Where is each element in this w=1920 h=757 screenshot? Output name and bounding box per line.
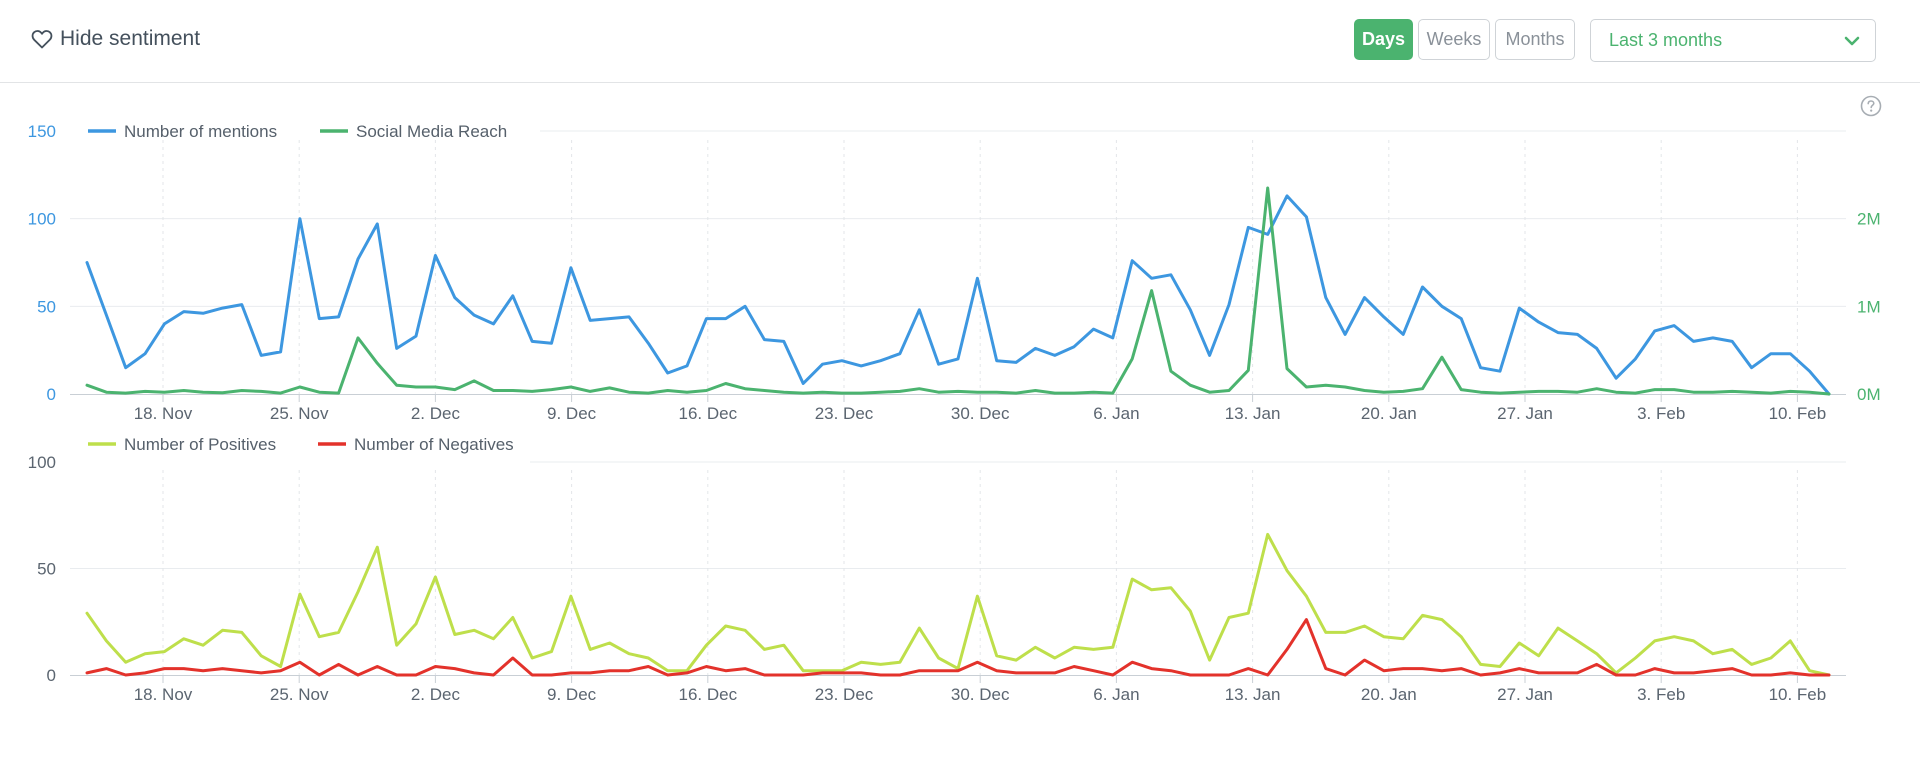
- legend-label: Number of Positives: [124, 435, 276, 454]
- legend-label: Social Media Reach: [356, 122, 507, 141]
- y-left-tick-label: 0: [47, 385, 56, 404]
- y-left-tick-label: 100: [28, 210, 56, 229]
- x-tick-label: 2. Dec: [411, 685, 461, 704]
- date-range-value: Last 3 months: [1609, 30, 1723, 50]
- y-left-tick-label: 0: [47, 666, 56, 685]
- x-tick-label: 10. Feb: [1769, 404, 1827, 423]
- x-tick-label: 25. Nov: [270, 685, 329, 704]
- x-tick-label: 6. Jan: [1093, 685, 1139, 704]
- x-tick-label: 16. Dec: [679, 685, 738, 704]
- help-icon[interactable]: [1860, 95, 1882, 117]
- x-tick-label: 10. Feb: [1769, 685, 1827, 704]
- x-tick-label: 23. Dec: [815, 685, 874, 704]
- period-weeks-button[interactable]: Weeks: [1418, 19, 1490, 60]
- x-tick-label: 25. Nov: [270, 404, 329, 423]
- x-tick-label: 20. Jan: [1361, 404, 1417, 423]
- x-tick-label: 23. Dec: [815, 404, 874, 423]
- x-tick-label: 13. Jan: [1225, 685, 1281, 704]
- hide-sentiment-label: Hide sentiment: [60, 27, 201, 50]
- series-line-reach: [85, 186, 1831, 396]
- period-days-button[interactable]: Days: [1354, 19, 1413, 60]
- hide-sentiment-toggle[interactable]: Hide sentiment: [30, 24, 200, 54]
- y-left-tick-label: 50: [37, 560, 56, 579]
- x-tick-label: 27. Jan: [1497, 404, 1553, 423]
- legend-label: Number of Negatives: [354, 435, 514, 454]
- x-tick-label: 13. Jan: [1225, 404, 1281, 423]
- x-tick-label: 18. Nov: [134, 685, 193, 704]
- y-right-tick-label: 0M: [1857, 385, 1881, 404]
- chevron-down-icon: [1844, 36, 1860, 46]
- x-tick-label: 27. Jan: [1497, 685, 1553, 704]
- x-tick-label: 2. Dec: [411, 404, 461, 423]
- x-tick-label: 18. Nov: [134, 404, 193, 423]
- x-tick-label: 30. Dec: [951, 404, 1010, 423]
- series-line-negatives: [85, 618, 1831, 677]
- x-tick-label: 6. Jan: [1093, 404, 1139, 423]
- date-range-select[interactable]: Last 3 months: [1590, 19, 1876, 62]
- x-tick-label: 20. Jan: [1361, 685, 1417, 704]
- y-right-tick-label: 1M: [1857, 297, 1881, 316]
- series-line-positives: [85, 532, 1831, 677]
- toolbar: Hide sentiment Days Weeks Months Last 3 …: [0, 0, 1920, 83]
- y-right-tick-label: 2M: [1857, 210, 1881, 229]
- y-left-tick-label: 100: [28, 453, 56, 472]
- x-tick-label: 16. Dec: [679, 404, 738, 423]
- legend-label: Number of mentions: [124, 122, 277, 141]
- period-months-button[interactable]: Months: [1495, 19, 1575, 60]
- x-tick-label: 9. Dec: [547, 685, 597, 704]
- x-tick-label: 3. Feb: [1637, 685, 1685, 704]
- y-left-tick-label: 150: [28, 122, 56, 141]
- x-tick-label: 3. Feb: [1637, 404, 1685, 423]
- y-left-tick-label: 50: [37, 297, 56, 316]
- series-line-mentions: [85, 194, 1831, 396]
- x-tick-label: 30. Dec: [951, 685, 1010, 704]
- heart-icon: [31, 30, 53, 49]
- x-tick-label: 9. Dec: [547, 404, 597, 423]
